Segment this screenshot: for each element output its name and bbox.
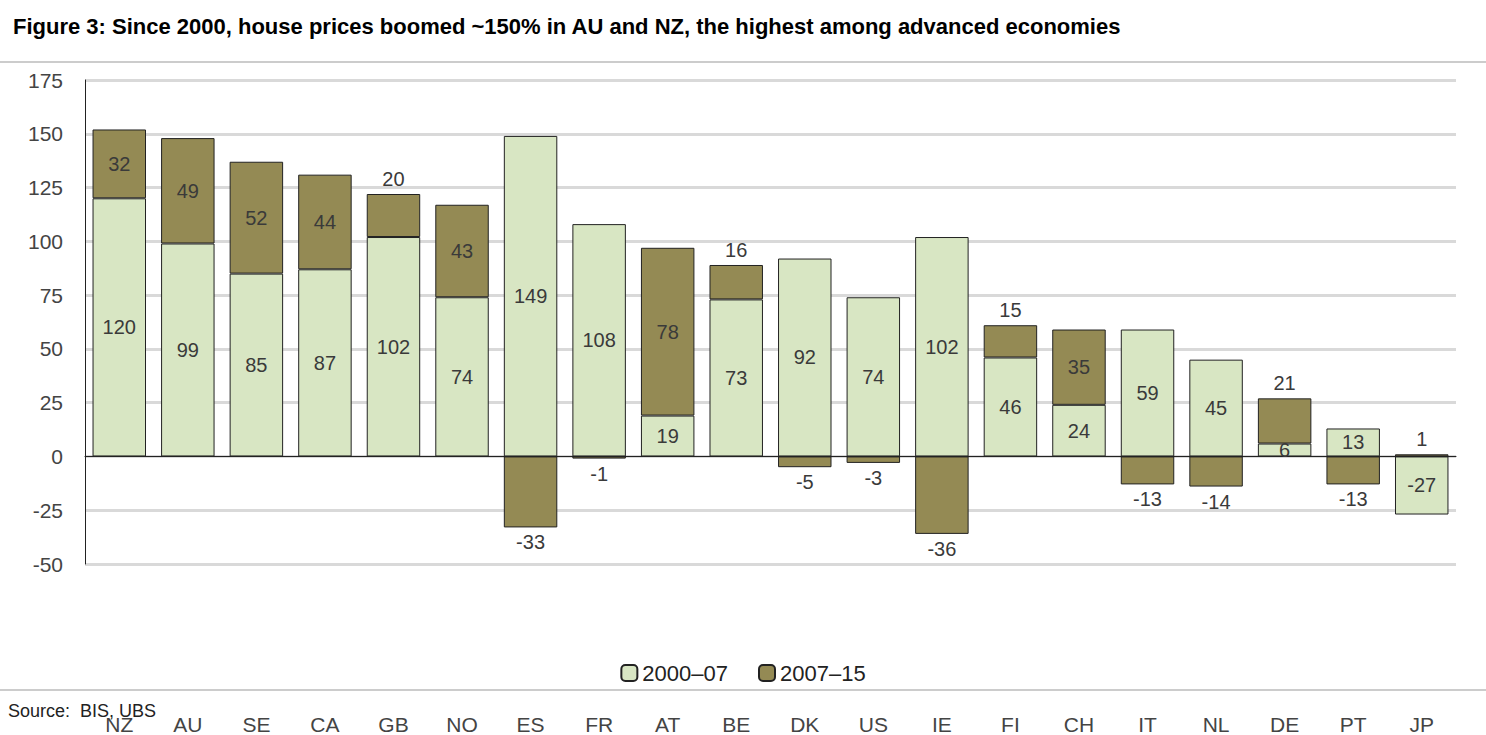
svg-text:73: 73 (725, 367, 747, 389)
svg-text:24: 24 (1068, 420, 1090, 442)
svg-text:13: 13 (1342, 431, 1364, 453)
svg-text:21: 21 (1274, 372, 1296, 394)
svg-text:ES: ES (517, 713, 545, 735)
svg-text:87: 87 (314, 352, 336, 374)
svg-text:CA: CA (310, 713, 339, 735)
svg-text:45: 45 (1205, 397, 1227, 419)
svg-text:-33: -33 (516, 531, 545, 553)
svg-text:16: 16 (725, 239, 747, 261)
svg-text:-14: -14 (1202, 491, 1231, 513)
svg-text:150: 150 (28, 122, 63, 145)
svg-text:149: 149 (514, 285, 547, 307)
svg-text:-50: -50 (33, 553, 63, 576)
svg-text:Figure 3: Since 2000, house pr: Figure 3: Since 2000, house prices boome… (13, 14, 1120, 39)
svg-text:-3: -3 (864, 467, 882, 489)
svg-text:43: 43 (451, 240, 473, 262)
svg-text:92: 92 (794, 346, 816, 368)
svg-text:-13: -13 (1133, 488, 1162, 510)
svg-text:85: 85 (245, 354, 267, 376)
svg-text:20: 20 (382, 168, 404, 190)
svg-text:6: 6 (1279, 439, 1290, 461)
svg-text:74: 74 (451, 366, 473, 388)
svg-text:CH: CH (1064, 713, 1094, 735)
svg-text:-25: -25 (33, 499, 63, 522)
svg-text:DE: DE (1270, 713, 1299, 735)
svg-text:2007–15: 2007–15 (780, 661, 866, 686)
svg-text:-13: -13 (1339, 488, 1368, 510)
svg-text:78: 78 (657, 321, 679, 343)
svg-text:102: 102 (925, 336, 958, 358)
svg-text:59: 59 (1136, 382, 1158, 404)
svg-text:-5: -5 (796, 471, 814, 493)
svg-text:0: 0 (51, 445, 63, 468)
svg-text:JP: JP (1409, 713, 1434, 735)
svg-text:100: 100 (28, 230, 63, 253)
svg-text:75: 75 (40, 284, 63, 307)
svg-text:GB: GB (378, 713, 408, 735)
svg-text:SE: SE (242, 713, 270, 735)
svg-text:25: 25 (40, 391, 63, 414)
svg-text:125: 125 (28, 176, 63, 199)
svg-text:46: 46 (999, 396, 1021, 418)
svg-text:-1: -1 (590, 463, 608, 485)
svg-text:108: 108 (582, 329, 615, 351)
svg-text:2000–07: 2000–07 (642, 661, 728, 686)
svg-text:FI: FI (1001, 713, 1020, 735)
svg-text:120: 120 (103, 316, 136, 338)
svg-text:52: 52 (245, 207, 267, 229)
svg-text:35: 35 (1068, 356, 1090, 378)
svg-text:AU: AU (173, 713, 202, 735)
svg-text:1: 1 (1416, 428, 1427, 450)
svg-text:NL: NL (1203, 713, 1230, 735)
svg-text:102: 102 (377, 336, 410, 358)
svg-text:44: 44 (314, 211, 336, 233)
svg-text:-36: -36 (927, 538, 956, 560)
svg-text:IT: IT (1138, 713, 1157, 735)
svg-text:-27: -27 (1407, 474, 1436, 496)
svg-text:FR: FR (585, 713, 613, 735)
svg-text:50: 50 (40, 337, 63, 360)
svg-text:49: 49 (177, 180, 199, 202)
svg-text:NO: NO (446, 713, 478, 735)
svg-text:Source: BIS, UBS: Source: BIS, UBS (8, 701, 156, 721)
svg-text:DK: DK (790, 713, 819, 735)
svg-text:175: 175 (28, 69, 63, 92)
svg-text:19: 19 (657, 425, 679, 447)
svg-text:PT: PT (1340, 713, 1367, 735)
svg-text:74: 74 (862, 366, 884, 388)
svg-text:BE: BE (722, 713, 750, 735)
svg-text:US: US (859, 713, 888, 735)
svg-text:IE: IE (932, 713, 952, 735)
svg-text:99: 99 (177, 339, 199, 361)
svg-text:AT: AT (655, 713, 680, 735)
svg-text:15: 15 (999, 299, 1021, 321)
svg-text:NZ: NZ (105, 713, 133, 735)
svg-text:32: 32 (108, 153, 130, 175)
